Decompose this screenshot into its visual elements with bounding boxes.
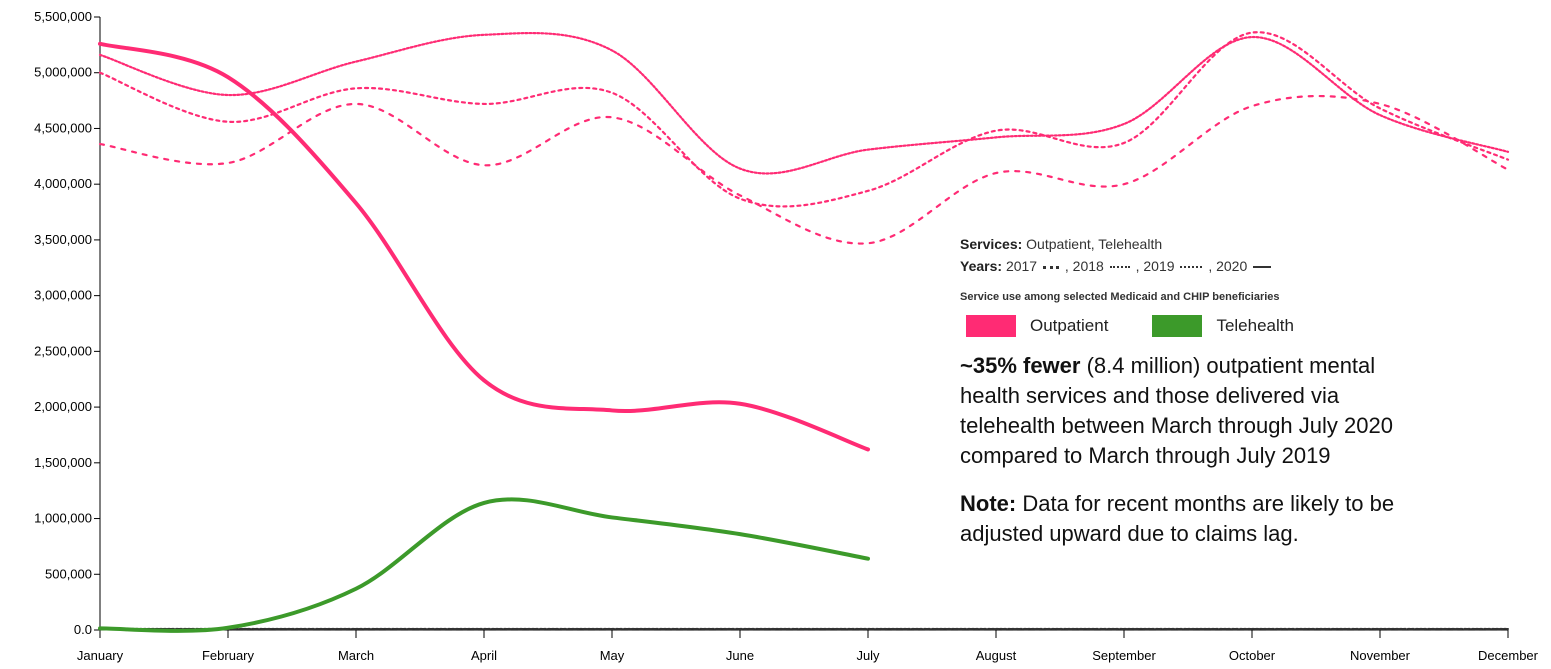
y-tick-label: 1,500,000	[34, 455, 92, 470]
y-tick-label: 3,000,000	[34, 288, 92, 303]
legend-key-outpatient: Outpatient	[960, 315, 1108, 337]
legend-subtitle: Service use among selected Medicaid and …	[960, 291, 1280, 303]
legend-services: Services: Outpatient, Telehealth	[960, 233, 1551, 255]
legend-services-label: Services:	[960, 236, 1023, 252]
dash-2017-icon	[1042, 265, 1059, 269]
dash-2018-icon	[1109, 266, 1130, 269]
x-tick-label: November	[1350, 648, 1411, 663]
annotation-line-2: health services and those delivered via	[960, 383, 1340, 408]
annotation-line-1: ~35% fewer (8.4 million) outpatient ment…	[960, 351, 1551, 381]
series-line-outpatient-2019	[98, 31, 1510, 175]
x-tick-label: December	[1478, 648, 1539, 663]
x-tick-label: September	[1092, 648, 1156, 663]
series-lines	[98, 31, 1510, 633]
x-tick-label: July	[856, 648, 880, 663]
y-tick-label: 5,500,000	[34, 9, 92, 24]
note-line-1: Note: Data for recent months are likely …	[960, 489, 1551, 519]
x-tick-label: October	[1229, 648, 1276, 663]
legend-year-2020: , 2020	[1208, 258, 1248, 274]
y-tick-label: 2,500,000	[34, 343, 92, 358]
note-line-2: adjusted upward due to claims lag.	[960, 521, 1299, 546]
y-axis: 0.0 500,000 1,000,000 1,500,000 2,000,000 2,5…	[34, 9, 101, 637]
legend-year-2019: , 2019	[1135, 258, 1175, 274]
legend-key-telehealth: Telehealth	[1146, 315, 1294, 337]
legend-panel: Services: Outpatient, Telehealth Years: …	[960, 233, 1551, 549]
legend-keys: Outpatient Telehealth	[960, 315, 1551, 337]
note-bold: Note:	[960, 491, 1017, 516]
x-axis: January February March April May June July Augu…	[77, 629, 1539, 663]
annotation-line-1-text: (8.4 million) outpatient mental	[1080, 353, 1376, 378]
annotation-bold: ~35% fewer	[960, 353, 1081, 378]
legend-key-outpatient-label: Outpatient	[1030, 316, 1109, 335]
series-line-outpatient-2017	[98, 94, 1510, 245]
outpatient-swatch-icon	[966, 315, 1016, 337]
annotation-note: Note: Data for recent months are likely …	[960, 489, 1551, 549]
dash-2020-icon	[1253, 266, 1272, 269]
x-tick-label: April	[471, 648, 497, 663]
x-tick-label: June	[726, 648, 754, 663]
y-tick-label: 3,500,000	[34, 232, 92, 247]
y-tick-label: 0.0	[74, 622, 92, 637]
note-line-1-text: Data for recent months are likely to be	[1016, 491, 1395, 516]
x-tick-label: January	[77, 648, 124, 663]
legend-services-value: Outpatient, Telehealth	[1026, 236, 1163, 252]
x-tick-label: May	[600, 648, 625, 663]
annotation-callout: ~35% fewer (8.4 million) outpatient ment…	[960, 351, 1551, 471]
x-tick-label: March	[338, 648, 374, 663]
y-tick-label: 5,000,000	[34, 65, 92, 80]
y-tick-label: 500,000	[45, 566, 92, 581]
series-line-telehealth-2020	[98, 497, 870, 633]
telehealth-swatch-icon	[1152, 315, 1203, 337]
legend-year-2017: 2017	[1005, 258, 1038, 274]
y-tick-label: 1,000,000	[34, 511, 92, 526]
legend-years: Years: 2017 , 2018 , 2019 , 2020	[960, 255, 1551, 277]
legend-year-2018: , 2018	[1064, 258, 1104, 274]
dash-2019-icon	[1180, 266, 1203, 269]
y-tick-label: 4,000,000	[34, 176, 92, 191]
legend-key-telehealth-label: Telehealth	[1216, 316, 1294, 335]
x-tick-label: February	[202, 648, 255, 663]
series-line-outpatient-2018	[98, 31, 1510, 208]
legend-years-label: Years:	[960, 258, 1003, 274]
y-tick-label: 4,500,000	[34, 120, 92, 135]
y-tick-label: 2,000,000	[34, 399, 92, 414]
annotation-line-3: telehealth between March through July 20…	[960, 413, 1393, 438]
x-tick-label: August	[976, 648, 1017, 663]
series-line-outpatient-2020	[98, 41, 870, 452]
annotation-line-4: compared to March through July 2019	[960, 443, 1331, 468]
